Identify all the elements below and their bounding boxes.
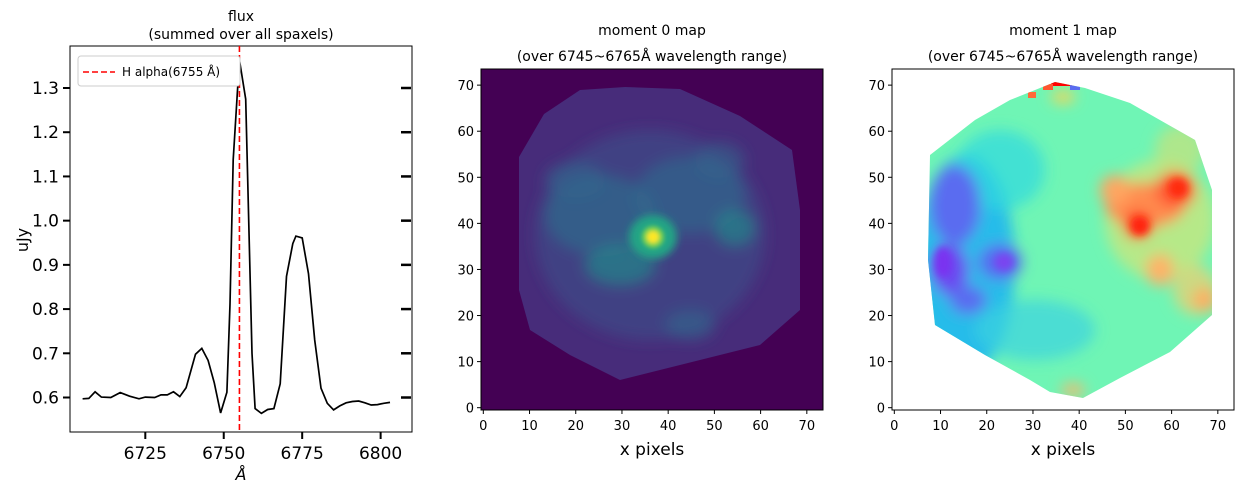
moment0-x-tick-labels: 0 10 20 30 40 50 60 70 (479, 419, 815, 434)
moment1-axes-frame (891, 68, 1235, 411)
moment0-x-tick-label: 70 (799, 419, 816, 434)
moment1-ticks (888, 84, 1219, 414)
moment1-xlabel: x pixels (1031, 440, 1096, 460)
moment0-y-tick-label: 20 (457, 310, 474, 325)
flux-x-tick-label: 6775 (281, 444, 324, 464)
moment1-y-tick-label: 10 (868, 356, 885, 371)
moment1-panel: moment 1 map (over 6745~6765Å wavelength… (868, 23, 1235, 460)
flux-panel: flux (summed over all spaxels) 0.6 0.7 0.8… (13, 9, 413, 484)
moment1-x-tick-label: 10 (932, 419, 949, 434)
moment1-x-tick-labels: 0 10 20 30 40 50 60 70 (890, 419, 1226, 434)
moment1-title: moment 1 map (1009, 23, 1117, 39)
moment0-x-tick-label: 60 (752, 419, 769, 434)
moment0-y-tick-label: 30 (457, 263, 474, 278)
moment0-y-tick-label: 50 (457, 171, 474, 186)
moment1-y-tick-label: 30 (868, 263, 885, 278)
moment0-x-tick-label: 0 (479, 419, 487, 434)
moment1-y-tick-label: 0 (877, 402, 885, 417)
moment1-x-tick-label: 70 (1210, 419, 1227, 434)
moment1-x-tick-label: 40 (1071, 419, 1088, 434)
moment1-x-tick-label: 0 (890, 419, 898, 434)
legend-label: H alpha(6755 Å) (122, 64, 220, 79)
moment0-y-tick-labels: 0 10 20 30 40 50 60 70 (457, 79, 474, 417)
flux-subtitle: (summed over all spaxels) (148, 27, 333, 43)
moment0-y-tick-label: 40 (457, 217, 474, 232)
flux-x-tick-label: 6750 (202, 444, 245, 464)
moment0-panel: moment 0 map (over 6745~6765Å wavelength… (457, 23, 824, 460)
moment1-y-tick-label: 60 (868, 125, 885, 140)
flux-title: flux (228, 9, 254, 25)
flux-axes-frame (69, 45, 413, 433)
flux-series-line (82, 59, 391, 415)
flux-ylabel: uJy (13, 228, 32, 252)
flux-x-tick-label: 6800 (359, 444, 402, 464)
moment0-x-tick-label: 30 (614, 419, 631, 434)
moment0-y-tick-label: 60 (457, 125, 474, 140)
moment1-x-tick-label: 60 (1163, 419, 1180, 434)
moment1-y-tick-label: 50 (868, 171, 885, 186)
moment0-title: moment 0 map (598, 23, 706, 39)
moment0-y-tick-label: 0 (466, 402, 474, 417)
moment1-image (928, 82, 1212, 398)
flux-y-tick-label: 1.2 (32, 123, 59, 143)
flux-xlabel: Å (235, 465, 247, 484)
flux-ticks (63, 86, 411, 439)
moment1-subtitle: (over 6745~6765Å wavelength range) (928, 48, 1198, 65)
moment0-axes-frame (480, 68, 824, 411)
moment0-y-tick-label: 10 (457, 356, 474, 371)
moment1-y-tick-labels: 0 10 20 30 40 50 60 70 (868, 79, 885, 417)
flux-x-tick-label: 6725 (124, 444, 167, 464)
flux-legend: H alpha(6755 Å) (77, 55, 241, 87)
moment0-x-tick-label: 20 (567, 419, 584, 434)
moment0-y-tick-label: 70 (457, 79, 474, 94)
moment1-x-tick-label: 30 (1025, 419, 1042, 434)
moment0-x-tick-label: 40 (660, 419, 677, 434)
moment0-ticks (477, 84, 808, 414)
moment0-xlabel: x pixels (620, 440, 685, 460)
moment1-x-tick-label: 50 (1117, 419, 1134, 434)
flux-y-tick-labels: 0.6 0.7 0.8 0.9 1.0 1.1 1.2 1.3 (32, 79, 59, 409)
moment1-y-tick-label: 70 (868, 79, 885, 94)
flux-x-tick-labels: 6725 6750 6775 6800 (124, 444, 403, 464)
flux-y-tick-label: 1.0 (32, 212, 59, 232)
moment1-y-tick-label: 40 (868, 217, 885, 232)
flux-y-tick-label: 0.7 (32, 344, 59, 364)
flux-y-tick-label: 0.8 (32, 300, 59, 320)
flux-y-tick-label: 0.9 (32, 256, 59, 276)
moment0-x-tick-label: 50 (706, 419, 723, 434)
moment0-subtitle: (over 6745~6765Å wavelength range) (517, 48, 787, 65)
moment0-image (519, 87, 800, 380)
moment1-x-tick-label: 20 (978, 419, 995, 434)
flux-y-tick-label: 0.6 (32, 389, 59, 409)
moment1-y-tick-label: 20 (868, 310, 885, 325)
flux-y-tick-label: 1.1 (32, 167, 59, 187)
moment0-x-tick-label: 10 (521, 419, 538, 434)
flux-y-tick-label: 1.3 (32, 79, 59, 99)
